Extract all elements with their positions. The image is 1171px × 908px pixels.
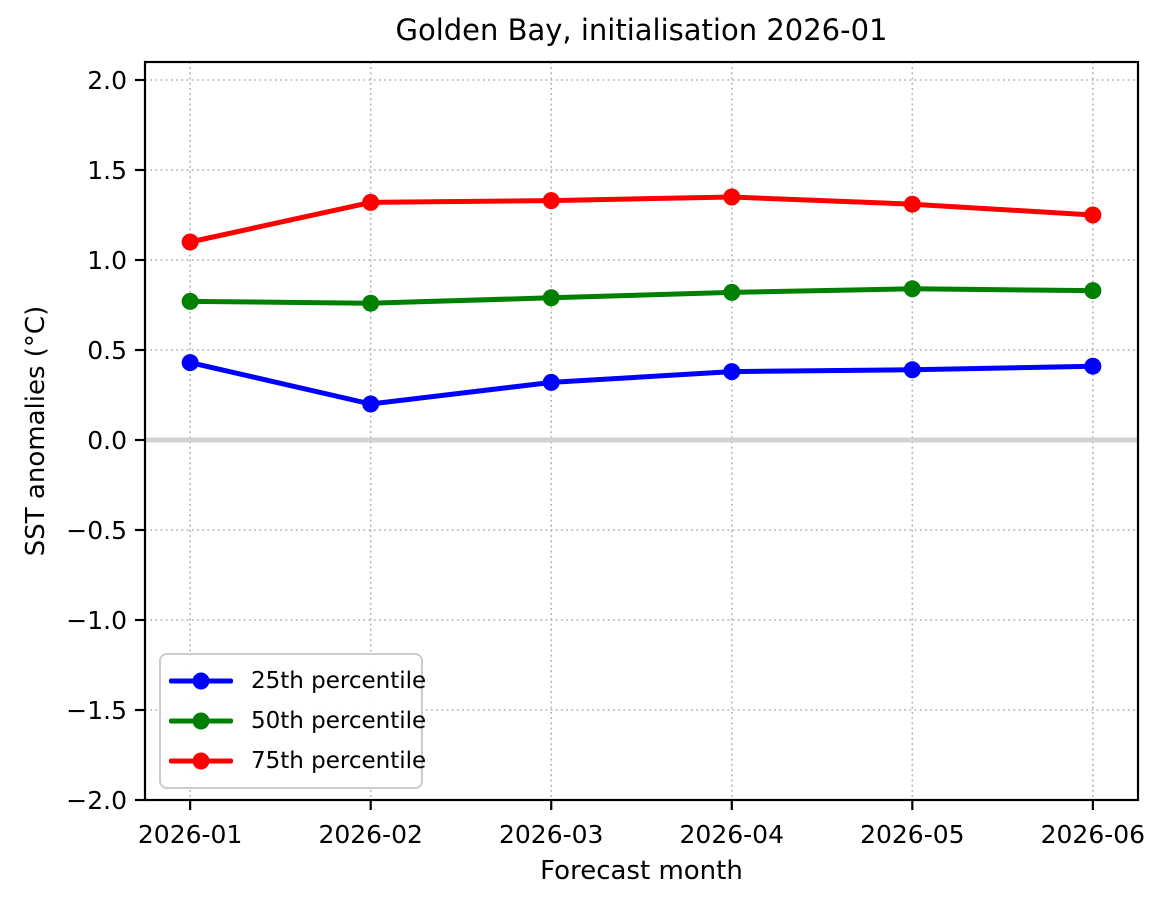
x-tick-label: 2026-01 [138,820,242,849]
x-tick-labels: 2026-01 2026-02 2026-03 2026-04 2026-05 2026-… [138,820,1145,849]
data-point-75th-percentile-2026-05 [903,195,921,213]
legend-swatch-25th-icon [169,672,233,690]
y-tick-label: 1.0 [87,246,127,275]
y-tick-label: 0.0 [87,426,127,455]
y-tick-label: −2.0 [66,786,127,815]
x-tick-label: 2026-02 [318,820,422,849]
y-tick-label: 0.5 [87,336,127,365]
data-point-75th-percentile-2026-06 [1084,206,1102,224]
legend-item-75th-percentile: 75th percentile [169,748,426,774]
series-75th-percentile [181,188,1102,251]
tick-marks [135,78,1094,810]
x-tick-label: 2026-06 [1041,820,1145,849]
legend-item-25th-percentile: 25th percentile [169,668,426,694]
data-point-25th-percentile-2026-04 [723,363,741,381]
data-point-50th-percentile-2026-02 [362,294,380,312]
data-point-25th-percentile-2026-01 [181,354,199,372]
data-point-25th-percentile-2026-06 [1084,357,1102,375]
y-tick-labels: 2.0 1.5 1.0 0.5 0.0 −0.5 −1.0 −1.5 −2.0 [66,66,127,815]
legend: 25th percentile 50th percentile 75th per… [159,653,426,789]
series-50th-percentile [181,280,1102,312]
legend-item-50th-percentile: 50th percentile [169,708,426,734]
legend-swatch-75th-icon [169,752,233,770]
chart-title: Golden Bay, initialisation 2026-01 [395,13,888,47]
series-25th-percentile [181,354,1102,413]
data-point-75th-percentile-2026-01 [181,233,199,251]
data-point-25th-percentile-2026-02 [362,395,380,413]
axes-spines [143,60,1140,802]
legend-swatch-50th-icon [169,712,233,730]
y-tick-label: 1.5 [87,156,127,185]
data-point-25th-percentile-2026-03 [542,373,560,391]
data-point-75th-percentile-2026-04 [723,188,741,206]
data-point-50th-percentile-2026-04 [723,283,741,301]
legend-label-50th: 50th percentile [251,708,427,734]
x-axis-label: Forecast month [540,856,743,886]
legend-label-75th: 75th percentile [251,748,427,774]
data-point-50th-percentile-2026-06 [1084,282,1102,300]
data-point-50th-percentile-2026-05 [903,280,921,298]
legend-label-25th: 25th percentile [251,668,427,694]
data-point-50th-percentile-2026-03 [542,289,560,307]
data-point-75th-percentile-2026-02 [362,193,380,211]
x-tick-label: 2026-05 [860,820,964,849]
x-tick-label: 2026-03 [499,820,603,849]
data-point-50th-percentile-2026-01 [181,292,199,310]
data-point-75th-percentile-2026-03 [542,192,560,210]
x-tick-label: 2026-04 [680,820,784,849]
y-tick-label: 2.0 [87,66,127,95]
y-tick-label: −0.5 [66,516,127,545]
data-point-25th-percentile-2026-05 [903,361,921,379]
y-tick-label: −1.0 [66,606,127,635]
y-tick-label: −1.5 [66,696,127,725]
